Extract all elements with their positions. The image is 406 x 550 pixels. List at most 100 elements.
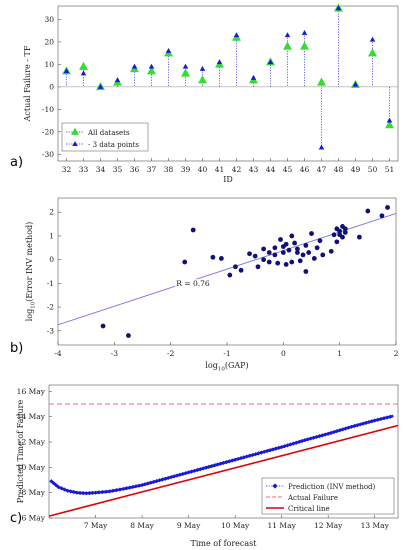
prediction-marker bbox=[77, 490, 83, 495]
data-point-b bbox=[314, 245, 320, 251]
marker-3-data-points bbox=[386, 117, 393, 123]
legend-label-actual: Actual Failure bbox=[287, 494, 338, 502]
data-point-b bbox=[365, 208, 371, 214]
prediction-marker bbox=[169, 475, 174, 480]
prediction-marker bbox=[221, 460, 226, 465]
prediction-marker bbox=[65, 488, 70, 493]
prediction-marker bbox=[366, 419, 372, 425]
prediction-marker bbox=[133, 484, 138, 489]
prediction-marker bbox=[114, 488, 119, 493]
data-point-b bbox=[272, 245, 278, 251]
legend-label-3-data-points: - 3 data points bbox=[88, 141, 139, 149]
prediction-marker bbox=[62, 487, 67, 492]
prediction-marker bbox=[250, 452, 255, 458]
y-tick-label-a: -30 bbox=[42, 150, 54, 159]
x-tick-label-c: 13 May bbox=[361, 521, 390, 530]
data-point-b bbox=[238, 267, 244, 273]
y-tick-label-a: 20 bbox=[44, 37, 54, 46]
data-point-b bbox=[303, 243, 309, 248]
data-point-b bbox=[292, 240, 297, 246]
data-point-b bbox=[328, 248, 334, 254]
marker-all-datasets bbox=[198, 75, 207, 84]
data-point-b bbox=[331, 232, 337, 238]
data-point-b bbox=[275, 260, 281, 266]
prediction-marker bbox=[100, 489, 105, 495]
prediction-marker bbox=[349, 424, 354, 429]
data-point-b bbox=[255, 264, 261, 270]
prediction-marker bbox=[142, 482, 148, 487]
data-point-b bbox=[356, 234, 362, 240]
y-tick-label-b: 2 bbox=[49, 208, 54, 217]
prediction-marker bbox=[262, 449, 267, 454]
marker-3-data-points bbox=[301, 29, 308, 35]
data-point-b bbox=[182, 259, 188, 265]
prediction-marker bbox=[276, 445, 281, 450]
prediction-marker bbox=[267, 448, 273, 453]
marker-3-data-points bbox=[352, 81, 359, 87]
x-axis-label-b: log10(GAP) bbox=[205, 361, 248, 373]
x-tick-label-a: 50 bbox=[368, 165, 378, 174]
data-point-b bbox=[227, 272, 233, 278]
prediction-marker bbox=[279, 444, 284, 450]
prediction-marker bbox=[160, 477, 165, 482]
x-tick-label-a: 34 bbox=[96, 165, 106, 174]
x-tick-label-a: 42 bbox=[232, 165, 242, 174]
data-point-b bbox=[283, 261, 289, 267]
y-tick-label-c: 12 May bbox=[17, 438, 46, 447]
marker-all-datasets bbox=[147, 66, 156, 75]
prediction-marker bbox=[352, 423, 357, 429]
prediction-marker bbox=[139, 482, 145, 488]
marker-all-datasets bbox=[300, 41, 309, 50]
prediction-marker bbox=[317, 434, 322, 439]
prediction-marker bbox=[230, 458, 235, 463]
x-tick-label-c: 11 May bbox=[268, 521, 297, 530]
x-tick-label-a: 32 bbox=[62, 165, 72, 174]
prediction-marker bbox=[127, 485, 132, 490]
data-point-b bbox=[261, 257, 267, 263]
legend-a bbox=[61, 122, 149, 152]
x-tick-label-b: 1 bbox=[337, 349, 342, 358]
y-tick-label-b: -1 bbox=[47, 279, 54, 288]
marker-3-data-points bbox=[267, 59, 274, 65]
data-point-b bbox=[272, 252, 278, 258]
prediction-marker bbox=[233, 457, 238, 462]
x-tick-label-a: 37 bbox=[147, 165, 157, 174]
prediction-marker bbox=[195, 467, 200, 473]
prediction-marker bbox=[198, 467, 203, 472]
data-point-b bbox=[309, 231, 314, 236]
data-point-b bbox=[278, 237, 283, 242]
data-point-b bbox=[385, 205, 390, 210]
prediction-marker bbox=[163, 476, 168, 481]
prediction-marker bbox=[103, 489, 109, 494]
prediction-marker bbox=[192, 468, 197, 473]
prediction-marker bbox=[238, 456, 244, 461]
prediction-marker bbox=[385, 415, 390, 420]
x-tick-label-a: 48 bbox=[334, 165, 344, 174]
prediction-marker bbox=[244, 454, 249, 459]
data-point-b bbox=[320, 252, 326, 258]
prediction-marker bbox=[90, 490, 95, 495]
data-point-b bbox=[283, 241, 289, 247]
y-tick-label-c: 6 May bbox=[21, 514, 45, 523]
marker-3-data-points bbox=[182, 63, 189, 69]
marker-3-data-points bbox=[216, 59, 223, 65]
prediction-marker bbox=[110, 488, 116, 493]
prediction-marker bbox=[358, 422, 363, 427]
data-point-b bbox=[210, 254, 216, 260]
prediction-marker bbox=[189, 469, 194, 474]
y-tick-label-a: 30 bbox=[44, 15, 54, 24]
prediction-marker bbox=[209, 463, 214, 469]
y-axis-label-c: Predicted Time of Failure bbox=[16, 400, 25, 504]
prediction-marker bbox=[145, 481, 150, 486]
prediction-marker bbox=[84, 491, 89, 496]
y-tick-label-c: 8 May bbox=[21, 488, 45, 497]
marker-3-data-points bbox=[63, 68, 70, 74]
prediction-marker bbox=[56, 484, 61, 490]
prediction-marker bbox=[130, 484, 135, 490]
x-tick-label-c: 8 May bbox=[130, 521, 154, 530]
prediction-marker bbox=[259, 450, 264, 455]
prediction-marker bbox=[241, 455, 246, 460]
x-tick-label-a: 41 bbox=[215, 165, 225, 174]
marker-3-data-points bbox=[369, 36, 376, 42]
y-axis-label-b: log10(Error INV method) bbox=[25, 222, 37, 322]
